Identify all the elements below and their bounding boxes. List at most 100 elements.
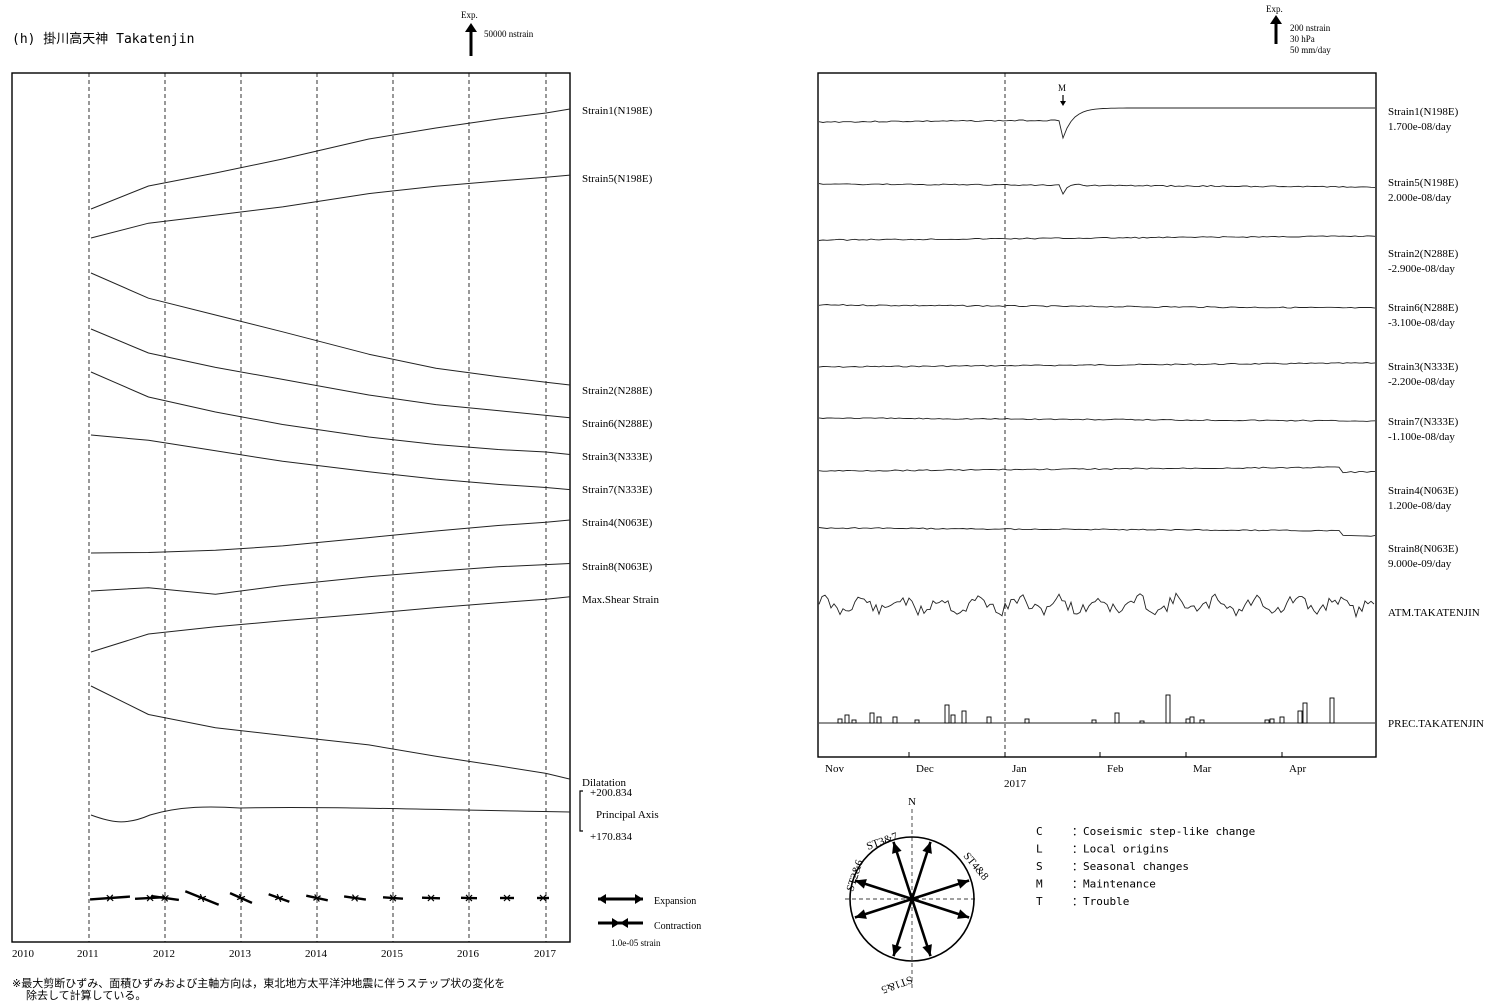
right-tick-Nov: Nov — [825, 763, 844, 775]
left-tick-2013: 2013 — [229, 948, 252, 960]
principal-axis-glyph-13 — [537, 894, 549, 902]
prec-bar-12 — [1024, 718, 1030, 724]
right-series-rate-1: 1.700e-08/day — [1388, 121, 1452, 133]
right-series-line-4 — [818, 304, 1376, 309]
compass-arrowhead-7 — [854, 909, 867, 919]
left-series-line-7 — [90, 519, 571, 554]
prec-bar-20 — [1264, 719, 1270, 724]
right-year-label: 2017 — [1004, 778, 1027, 790]
principal-axis-glyph-12 — [500, 894, 514, 902]
right-scale-line-2: 30 hPa — [1290, 34, 1315, 44]
left-series-labels: Strain1(N198E) Strain5(N198E) Strain2(N288… — [582, 105, 659, 789]
left-tick-2011: 2011 — [77, 948, 99, 960]
contraction-arrow-left — [612, 918, 620, 928]
strain-scale-label: 1.0e-05 strain — [611, 938, 661, 948]
left-series-line-10 — [90, 685, 571, 780]
component-compass: N ST2&6 ST3&7 ST4&8 ST1&5 — [844, 796, 991, 996]
principal-axis-glyph-8 — [343, 894, 367, 902]
prec-bar-8 — [944, 704, 950, 724]
left-tick-2017: 2017 — [534, 948, 557, 960]
long-term-strain-chart: 2010 2011 2012 2013 2014 2015 2016 2017 Strain1… — [11, 72, 659, 960]
station-title: (h) 掛川高天神 Takatenjin — [12, 31, 194, 47]
left-series-label-5: Strain3(N333E) — [582, 451, 653, 463]
left-series-label-2: Strain5(N198E) — [582, 173, 653, 185]
principal-axis-bracket-line — [579, 790, 583, 832]
left-series-label-6: Strain7(N333E) — [582, 484, 653, 496]
right-series-label-7: Strain4(N063E) — [1388, 485, 1459, 497]
principal-axis-glyph-row — [89, 890, 549, 906]
right-series-label-3: Strain2(N288E) — [1388, 248, 1459, 260]
principal-axis-glyph-1 — [89, 894, 131, 902]
principal-axis-glyph-6 — [268, 893, 290, 903]
maintenance-annotation: M — [1058, 83, 1066, 93]
code-M: M — [1036, 878, 1043, 891]
prec-bar-11 — [986, 716, 992, 724]
maintenance-arrow-head — [1060, 101, 1066, 106]
left-tick-2016: 2016 — [457, 948, 480, 960]
prec-bar-7 — [914, 719, 920, 724]
left-tick-2015: 2015 — [381, 948, 404, 960]
principal-axis-top: +200.834 — [590, 787, 632, 799]
right-series-lines — [818, 107, 1376, 724]
footnote-line-1: ※最大剪断ひずみ、面積ひずみおよび主軸方向は，東北地方太平洋沖地震に伴うステップ… — [12, 976, 505, 990]
compass-circle — [849, 836, 975, 962]
right-scale-line-1: 200 nstrain — [1290, 23, 1331, 33]
prec-bar-3 — [851, 719, 857, 724]
prec-bar-23 — [1297, 710, 1303, 724]
left-year-gridlines — [88, 73, 547, 942]
prec-bar-4 — [869, 712, 875, 724]
code-S: S — [1036, 860, 1043, 873]
right-tick-Mar: Mar — [1193, 763, 1212, 775]
compass-arrowhead-8 — [854, 879, 867, 889]
compass-label-st15: ST1&5 — [879, 973, 914, 996]
right-series-label-5: Strain3(N333E) — [1388, 361, 1459, 373]
left-series-line-8 — [90, 563, 571, 595]
code-desc-C: ：Coseismic step-like change — [1072, 825, 1255, 838]
left-series-label-1: Strain1(N198E) — [582, 105, 653, 117]
right-scale-bar: Exp. 200 nstrain 30 hPa 50 mm/day — [1266, 4, 1331, 55]
compass-arrowhead-2 — [922, 841, 932, 854]
left-series-label-8: Strain8(N063E) — [582, 561, 653, 573]
right-series-line-2 — [818, 183, 1376, 195]
expansion-arrow-left — [598, 894, 606, 904]
prec-bar-13 — [1091, 719, 1097, 724]
principal-axis-glyph-5 — [229, 892, 253, 904]
left-series-line-3 — [90, 272, 571, 386]
right-series-label-2: Strain5(N198E) — [1388, 177, 1459, 189]
right-tick-Dec: Dec — [916, 763, 934, 775]
compass-direction-arrows — [854, 841, 970, 957]
compass-arrowhead-4 — [957, 909, 970, 919]
prec-bar-21 — [1269, 718, 1275, 724]
right-tick-Feb: Feb — [1107, 763, 1124, 775]
right-series-rate-3: -2.900e-08/day — [1388, 263, 1455, 275]
compass-arrowhead-5 — [922, 944, 932, 957]
right-series-line-5 — [818, 362, 1376, 368]
right-series-label-10: PREC.TAKATENJIN — [1388, 718, 1484, 730]
left-series-label-10: Dilatation — [582, 777, 626, 789]
left-series-line-6 — [90, 434, 571, 491]
contraction-label: Contraction — [654, 921, 701, 932]
axis-legend: Expansion Contraction 1.0e-05 strain — [598, 894, 701, 948]
principal-axis-bracket: +200.834 Principal Axis +170.834 — [579, 787, 659, 843]
left-series-label-4: Strain6(N288E) — [582, 418, 653, 430]
right-series-label-1: Strain1(N198E) — [1388, 106, 1459, 118]
prec-bar-5 — [876, 716, 882, 724]
left-scale-exp-label: Exp. — [461, 10, 478, 20]
left-series-line-9 — [90, 596, 571, 653]
right-series-rate-5: -2.200e-08/day — [1388, 376, 1455, 388]
left-tick-2014: 2014 — [305, 948, 328, 960]
right-series-label-4: Strain6(N288E) — [1388, 302, 1459, 314]
left-series-line-4 — [90, 328, 571, 419]
prec-bar-15 — [1139, 720, 1145, 724]
prec-bar-1 — [837, 718, 843, 724]
prec-bar-2 — [844, 714, 850, 724]
left-scale-bar: Exp. 50000 nstrain — [461, 10, 534, 56]
right-scale-exp-label: Exp. — [1266, 4, 1283, 14]
right-series-line-3 — [818, 235, 1376, 241]
remark-code-legend: C ：Coseismic step-like change L ：Local orig… — [1036, 825, 1255, 908]
right-series-rate-6: -1.100e-08/day — [1388, 431, 1455, 443]
principal-axis-glyph-11 — [460, 894, 478, 902]
code-desc-M: ：Maintenance — [1072, 878, 1156, 891]
compass-north-label: N — [908, 796, 916, 808]
